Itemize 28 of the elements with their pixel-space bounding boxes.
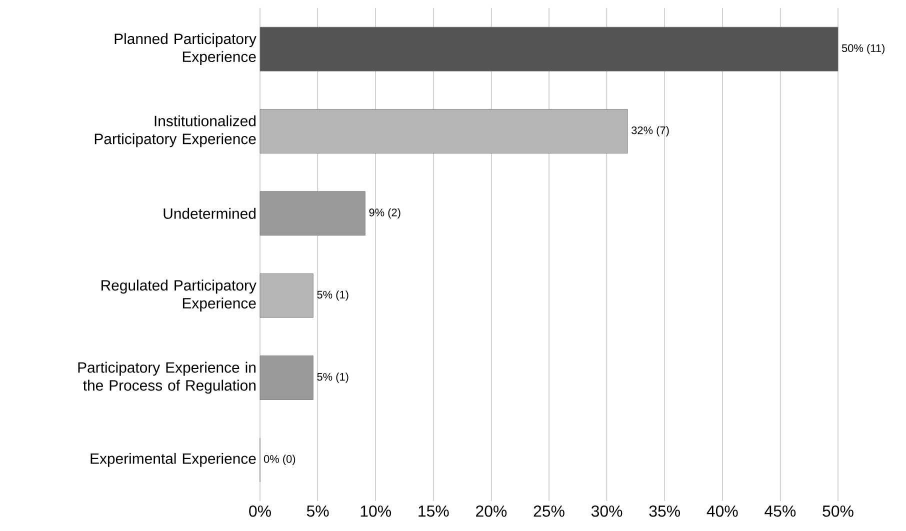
y-tick-label: Experimental Experience — [90, 452, 256, 467]
data-label: 50% (11) — [842, 44, 884, 54]
x-tick-label: 30% — [591, 506, 622, 517]
x-tick-label: 40% — [706, 506, 738, 517]
y-tick-label: Participatory Experience in the Process of Regulation — [78, 362, 256, 394]
data-label: 5% (1) — [317, 290, 348, 301]
bar — [260, 356, 314, 400]
x-tick-label: 0% — [249, 506, 271, 517]
y-tick-label: Undetermined — [164, 208, 256, 219]
x-tick-label: 5% — [306, 506, 329, 517]
data-label: 5% (1) — [317, 372, 348, 383]
data-label: 0% (0) — [264, 454, 296, 466]
data-label: 32% (7) — [632, 126, 669, 136]
x-tick-label: 35% — [649, 506, 680, 517]
x-tick-label: 20% — [476, 506, 507, 517]
y-tick-label: Planned Participatory Experience — [114, 33, 256, 66]
bar — [260, 26, 838, 72]
bar — [260, 191, 366, 236]
x-tick-label: 50% — [822, 506, 854, 517]
y-tick-label: Regulated Participatory Experience — [102, 280, 256, 312]
x-tick-label: 25% — [534, 506, 564, 517]
x-tick-label: 45% — [764, 506, 796, 517]
y-tick-label: Institutionalized Participatory Experience — [94, 115, 256, 148]
x-tick-label: 10% — [360, 506, 391, 517]
bar — [260, 273, 314, 318]
x-tick-label: 15% — [418, 506, 449, 517]
data-label: 9% (2) — [369, 208, 400, 219]
bar — [260, 109, 628, 154]
